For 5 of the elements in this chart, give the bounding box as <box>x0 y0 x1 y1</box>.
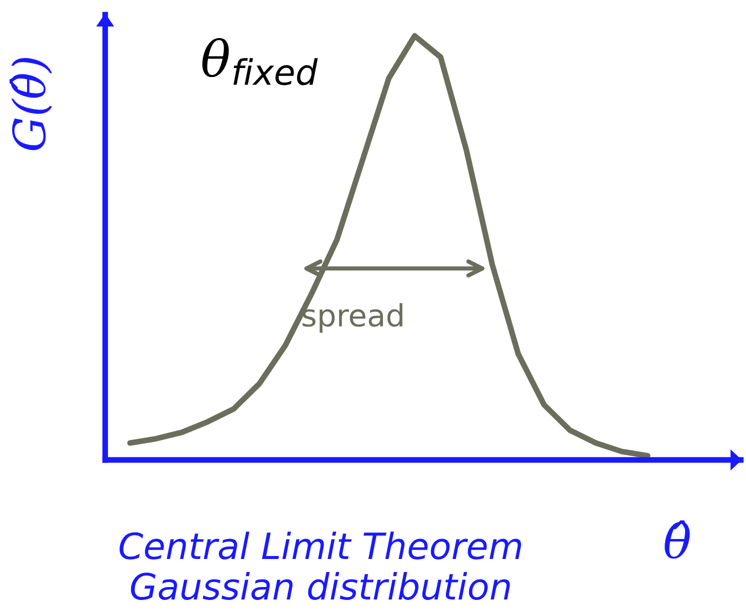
text: Central Limit Theorem Gaussian distribution <box>120 532 522 600</box>
y-axis-title: G(θ̂) <box>10 58 52 150</box>
x-axis-title: θ̂ <box>664 520 690 559</box>
annotation: θ$_{fixed}$ <box>202 38 318 86</box>
annotation: spread <box>302 303 402 333</box>
